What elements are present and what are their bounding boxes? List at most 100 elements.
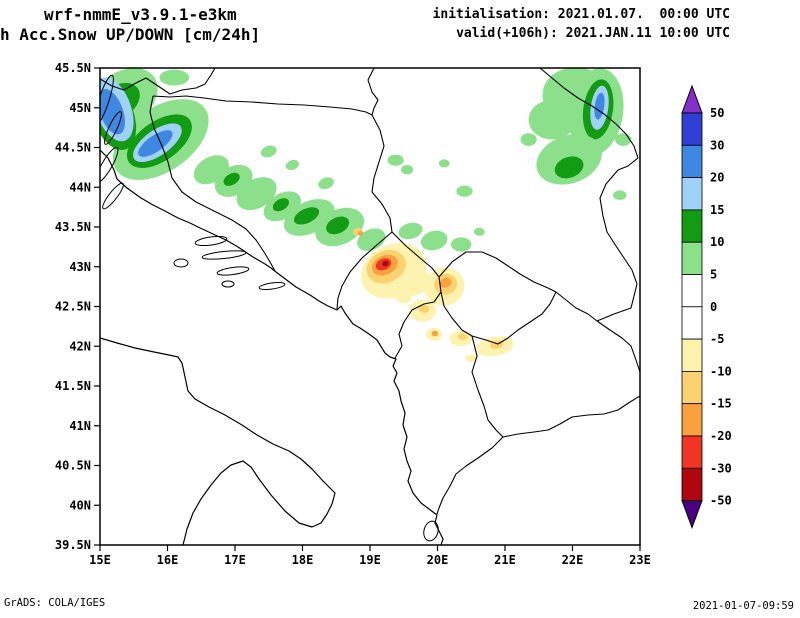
lat-tick-label: 40.5N [55,459,91,473]
coastline [100,337,336,545]
snow-feature [387,154,404,166]
island-outline [100,147,119,183]
colorbar-label: -15 [710,397,732,411]
island-outline [423,520,439,542]
snow-feature [401,164,414,175]
snow-feature [357,230,364,236]
lon-tick-label: 18E [292,553,314,567]
lon-tick-label: 21E [494,553,516,567]
snow-feature [293,207,320,225]
lon-tick-label: 19E [359,553,381,567]
grads-credit: GrADS: COLA/IGES [4,597,106,609]
colorbar-label: 15 [710,203,724,217]
colorbar-segment [681,274,703,308]
snow-feature [398,222,423,240]
island-outline [201,250,247,260]
lat-tick-label: 42N [69,339,91,353]
snow-feature [395,290,412,304]
snow-feature [236,177,277,211]
lon-tick-label: 20E [427,553,449,567]
colorbar-segment [681,112,703,146]
island-outline [173,258,189,268]
valid-time-label: valid(+106h): 2021.JAN.11 10:00 UTC [456,26,730,41]
colorbar-segment [681,403,703,437]
snow-feature [418,304,430,313]
colorbar-label: -30 [710,461,732,475]
snow-feature [473,227,485,236]
map-layer [100,68,640,545]
lat-tick-label: 44N [69,180,91,194]
lon-tick-label: 15E [89,553,111,567]
country-border [336,231,393,310]
colorbar-label: -20 [710,429,732,443]
colorbar-label: 10 [710,235,724,249]
snow-feature [357,228,386,251]
snow-feature [520,133,537,146]
lon-tick-label: 17E [224,553,246,567]
colorbar-label: -10 [710,364,732,378]
colorbar-segment [681,338,703,372]
snow-feature [318,177,334,190]
colorbar-segment [681,241,703,275]
country-border [539,68,639,171]
country-border [394,291,442,359]
country-border [438,251,557,345]
island-outline [102,182,124,210]
lat-tick-label: 41.5N [55,379,91,393]
snow-feature [326,216,350,235]
creation-timestamp: 2021-01-07-09:59 [692,600,794,612]
colorbar-segment [681,435,703,469]
snow-feature [457,333,468,340]
colorbar-label: 0 [710,300,717,314]
snow-feature [100,88,125,135]
colorbar-segment [681,209,703,243]
country-border [391,231,440,278]
lon-tick-label: 23E [629,553,651,567]
colorbar-label: 30 [710,138,724,152]
lat-tick-label: 41N [69,419,91,433]
country-border [471,335,504,438]
snow-feature [438,159,450,168]
island-outline [104,111,122,145]
country-border [596,320,640,373]
country-border [596,169,638,322]
colorbar-label: -50 [710,494,732,508]
island-outline [216,266,250,276]
model-title: wrf-nmmE_v3.9.1-e3km [44,5,237,24]
island-outline [258,282,286,290]
colorbar-arrow-bottom [681,500,703,530]
colorbar-arrow-top [681,84,703,114]
country-border [149,95,276,272]
colorbar-segment [681,144,703,179]
colorbar-label: 5 [710,268,717,282]
colorbar-segment [681,306,703,340]
lat-tick-label: 40N [69,498,91,512]
snow-feature [465,354,478,363]
country-border [367,68,379,116]
lat-tick-label: 43.5N [55,220,91,234]
lon-tick-label: 16E [157,553,179,567]
country-border [152,95,373,116]
island-outline [100,74,114,126]
country-border [555,291,598,322]
island-outline [221,280,235,288]
lat-tick-label: 45N [69,101,91,115]
snow-feature [159,69,190,86]
colorbar-label: 20 [710,171,724,185]
snow-feature [397,269,431,297]
lat-tick-label: 43N [69,260,91,274]
snow-feature [439,277,452,288]
snow-feature [260,145,277,158]
coastline [100,149,444,545]
product-title: h Acc.Snow UP/DOWN [cm/24h] [0,25,261,44]
lat-tick-label: 45.5N [55,61,91,75]
snow-feature [382,260,389,267]
snow-feature [613,190,627,200]
snow-feature [285,159,299,171]
snow-feature [272,198,289,212]
init-time-label: initialisation: 2021.01.07. 00:00 UTC [432,7,730,22]
snow-feature [431,330,439,337]
lon-tick-label: 22E [562,553,584,567]
colorbar-segment [681,177,703,211]
colorbar-segment [681,370,703,405]
